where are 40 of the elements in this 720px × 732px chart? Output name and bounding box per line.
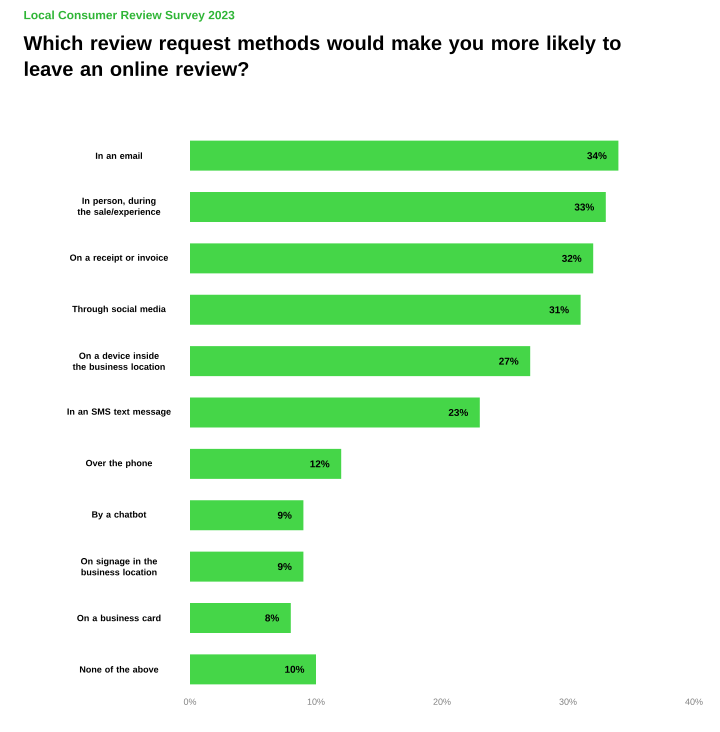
y-tick-label: Over the phone (86, 460, 152, 468)
bar (190, 448, 342, 479)
x-tick-label: 0% (184, 698, 196, 705)
y-tick-label: On a business card (77, 614, 160, 622)
bar (190, 398, 480, 428)
bar (190, 654, 316, 684)
y-tick-label: In person, during the sale/experience (77, 197, 160, 217)
x-tick-label: 30% (559, 698, 577, 705)
bar (190, 602, 291, 633)
y-tick-label: None of the above (80, 666, 158, 673)
data-label: 34% (587, 152, 607, 160)
data-label: 31% (549, 306, 569, 314)
bar (190, 294, 581, 325)
x-tick-label: 10% (308, 698, 325, 705)
chart-subtitle: Local Consumer Review Survey 2023 (24, 10, 234, 22)
data-label: 10% (285, 666, 304, 673)
chart-title: Which review request methods would make you more likely to leave an online review? (24, 36, 621, 76)
bar (190, 346, 530, 376)
bar (190, 552, 304, 582)
y-tick-label: On signage in the business location (80, 558, 158, 576)
y-tick-label: In an email (96, 152, 142, 159)
data-label: 9% (278, 512, 292, 519)
data-label: 33% (574, 204, 594, 211)
y-tick-label: By a chatbot (92, 511, 146, 520)
y-tick-label: In an SMS text message (68, 408, 171, 417)
y-tick-label: On a receipt or invoice (70, 254, 168, 263)
data-label: 27% (499, 358, 518, 365)
x-tick-label: 20% (433, 698, 451, 705)
data-label: 9% (278, 563, 292, 570)
data-label: 8% (265, 614, 280, 622)
data-label: 23% (448, 408, 468, 416)
bar (190, 192, 606, 222)
x-tick-label: 40% (685, 698, 703, 705)
bar (190, 140, 618, 171)
y-tick-label: On a device inside the business location (72, 352, 165, 370)
data-label: 32% (562, 254, 582, 262)
bar (190, 500, 304, 530)
y-tick-label: Through social media (72, 306, 166, 314)
bar (190, 243, 594, 274)
data-label: 12% (310, 460, 330, 468)
